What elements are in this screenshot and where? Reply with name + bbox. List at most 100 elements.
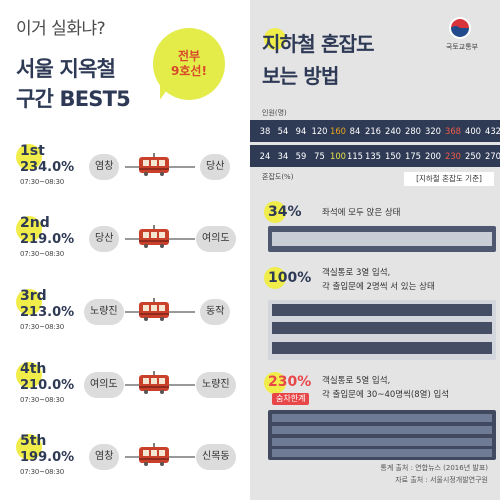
rank-label: 3rd (20, 288, 47, 304)
congestion-cell: 250 (465, 151, 481, 161)
station-to: 여의도 (196, 226, 236, 252)
people-cell: 120 (311, 126, 328, 136)
station-to: 신목동 (196, 444, 236, 470)
station-from: 당산 (89, 226, 120, 252)
people-cell: 320 (425, 126, 441, 136)
station-to: 노량진 (196, 372, 236, 398)
people-cell: 94 (295, 126, 307, 136)
station-to: 당산 (200, 154, 231, 180)
crowd-row (272, 414, 492, 422)
rank-circle (16, 434, 42, 460)
congestion-cell: 34 (277, 151, 289, 161)
tram-icon (139, 371, 169, 394)
level-accent-circle (264, 267, 286, 289)
legend-congestion: 혼잡도(%) (262, 173, 294, 181)
subway-car-230 (268, 410, 496, 460)
level-description-line-2: 각 출입문에 30~40명씩(8열) 입석 (322, 390, 450, 400)
congestion-cell: 100 (330, 151, 346, 161)
level-percent: 230% (268, 374, 312, 390)
rank-value: 199.0% (20, 450, 75, 465)
rank-time: 07:30~08:30 (20, 178, 65, 186)
congestion-cell: 270 (485, 151, 500, 161)
ministry-logo-icon (449, 17, 471, 39)
tram-icon (139, 225, 169, 248)
car-window (272, 232, 492, 246)
station-from: 여의도 (84, 372, 124, 398)
rank-row: 1st 234.0% 07:30~08:30 염창 당산 (0, 140, 250, 210)
congestion-cell: 200 (425, 151, 441, 161)
rank-value: 210.0% (20, 378, 75, 393)
tram-icon (139, 153, 169, 176)
level-accent-circle (264, 201, 286, 223)
crowd-row (272, 342, 492, 354)
subtitle: 이거 실화냐? (16, 19, 106, 39)
source-data: 자료 출처 : 서울시정개발연구원 (395, 476, 488, 484)
source-stats: 통계 출처 : 연합뉴스 (2016년 발표) (380, 464, 488, 472)
congestion-cell: 115 (347, 151, 363, 161)
bubble-line-2: 9호선! (171, 64, 207, 78)
congestion-cell: 75 (314, 151, 325, 161)
people-cell: 240 (385, 126, 401, 136)
level-description: 객실통로 5열 입석, 각 출입문에 30~40명씩(8열) 입석 (322, 374, 449, 402)
level-description-line-1: 객실통로 3열 입석, (322, 268, 391, 278)
subway-car-34 (268, 226, 496, 252)
rank-label: 2nd (20, 215, 50, 231)
rank-value: 234.0% (20, 160, 75, 175)
tram-icon (139, 298, 169, 321)
tram-icon (139, 443, 169, 466)
people-cell: 400 (465, 126, 481, 136)
title-accent-circle (264, 28, 286, 50)
rank-row: 3rd 213.0% 07:30~08:30 노량진 동작 (0, 285, 250, 355)
level-description: 객실통로 3열 입석, 각 출입문에 2명씩 서 있는 상태 (322, 266, 435, 294)
rank-row: 5th 199.0% 07:30~08:30 염창 신목동 (0, 430, 250, 500)
rank-time: 07:30~08:30 (20, 323, 65, 331)
title-line-1: 서울 지옥철 (16, 57, 116, 81)
people-cell: 84 (349, 126, 361, 136)
guide-title: 지하철 혼잡도 보는 방법 (262, 28, 375, 92)
subway-car-100 (268, 300, 496, 360)
guide-title-line-1: 지하철 혼잡도 (262, 32, 375, 56)
crowd-row (272, 449, 492, 457)
rank-circle (16, 362, 42, 388)
level-description: 좌석에 모두 앉은 상태 (322, 208, 401, 218)
ministry-name: 국토교통부 (445, 43, 479, 51)
rank-label: 1st (20, 143, 45, 159)
people-cell: 54 (277, 126, 289, 136)
congestion-row: 24 34 59 75 100 115 135 150 175 200 230 … (250, 145, 500, 167)
people-cell: 160 (330, 126, 346, 136)
people-cell: 216 (365, 126, 381, 136)
crowd-row (272, 322, 492, 334)
title-line-2: 구간 BEST5 (16, 87, 131, 111)
ranking-panel: 이거 실화냐? 서울 지옥철 구간 BEST5 전부 9호선! 1st 234.… (0, 0, 250, 500)
congestion-cell: 135 (365, 151, 381, 161)
rank-time: 07:30~08:30 (20, 396, 65, 404)
people-cell: 368 (445, 126, 461, 136)
level-percent: 34% (268, 204, 302, 220)
rank-value: 213.0% (20, 305, 75, 320)
rank-circle (16, 289, 42, 315)
people-row: 38 54 94 120 160 84 216 240 280 320 368 … (250, 120, 500, 142)
rank-circle (16, 216, 42, 242)
station-from: 염창 (89, 154, 120, 180)
station-to: 동작 (200, 299, 231, 325)
level-description-line-2: 각 출입문에 2명씩 서 있는 상태 (322, 282, 435, 292)
reference-label: [지하철 혼잡도 기준] (404, 172, 494, 186)
speech-bubble: 전부 9호선! (153, 28, 225, 100)
rank-row: 2nd 219.0% 07:30~08:30 당산 여의도 (0, 212, 250, 282)
rank-label: 4th (20, 361, 47, 377)
congestion-cell: 150 (385, 151, 401, 161)
legend-people: 인원(명) (262, 109, 287, 117)
page-title: 서울 지옥철 구간 BEST5 (16, 54, 131, 114)
guide-title-line-2: 보는 방법 (262, 64, 339, 88)
rank-value: 219.0% (20, 232, 75, 247)
bubble-line-1: 전부 (177, 49, 201, 63)
people-cell: 432 (485, 126, 500, 136)
level-accent-circle (264, 372, 286, 394)
station-from: 염창 (89, 444, 120, 470)
sources: 통계 출처 : 연합뉴스 (2016년 발표) 자료 출처 : 서울시정개발연구… (380, 462, 488, 486)
level-description-line-1: 객실통로 5열 입석, (322, 376, 391, 386)
crowd-row (272, 426, 492, 434)
congestion-guide-panel: 지하철 혼잡도 보는 방법 국토교통부 인원(명) 38 54 94 120 1… (250, 0, 500, 500)
rank-label: 5th (20, 433, 47, 449)
congestion-cell: 59 (295, 151, 307, 161)
